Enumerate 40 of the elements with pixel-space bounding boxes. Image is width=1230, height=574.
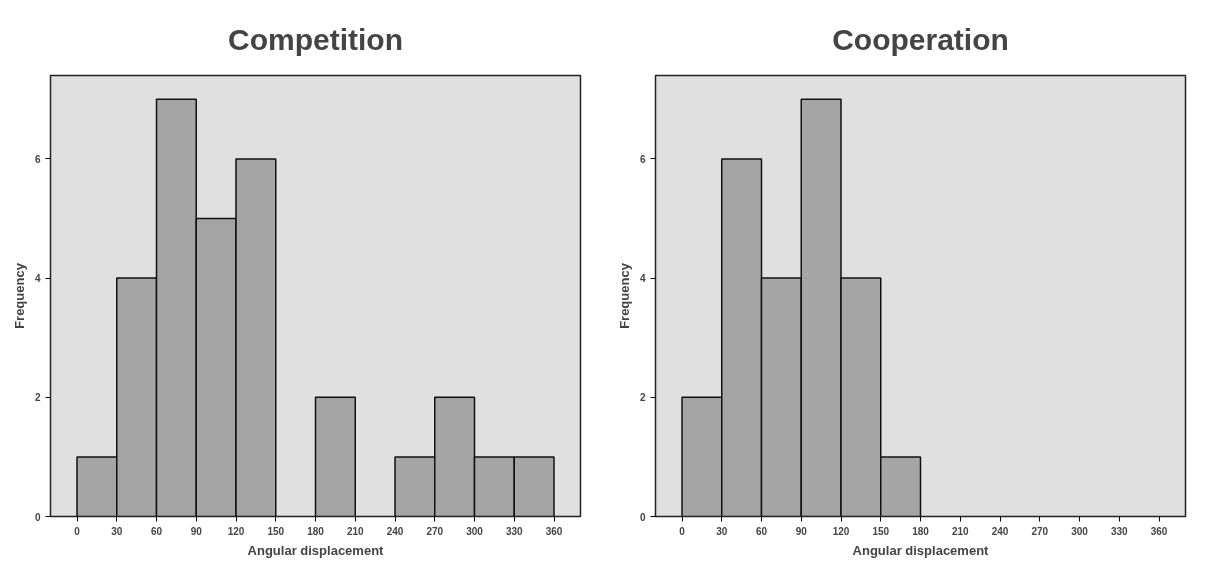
x-tick-label: 60 [755,525,768,537]
x-tick-label: 0 [679,525,686,537]
x-tick-label: 270 [1031,525,1049,537]
x-tick-label: 30 [716,525,728,537]
x-tick-label: 150 [872,525,890,537]
x-tick-label: 150 [267,525,285,537]
y-tick-label: 2 [639,392,646,404]
x-tick-label: 360 [1150,525,1168,537]
x-axis-title: Angular displacement [247,542,385,558]
x-tick-label: 330 [505,525,524,537]
x-tick-label: 300 [1071,525,1089,537]
x-tick-label: 210 [951,525,970,537]
x-tick-label: 120 [832,525,850,537]
x-tick-label: 180 [307,525,325,537]
x-tick-label: 360 [545,525,563,537]
x-tick-label: 90 [795,525,808,537]
x-tick-label: 300 [466,525,484,537]
x-tick-label: 180 [912,525,930,537]
x-tick-label: 240 [386,525,404,537]
chart-title: Cooperation [832,22,1009,56]
y-axis-title: Frequency [616,262,632,329]
x-tick-label: 120 [227,525,245,537]
x-tick-label: 330 [1110,525,1129,537]
y-tick-label: 4 [34,273,41,285]
y-tick-label: 0 [639,511,646,523]
y-tick-label: 4 [639,273,646,285]
y-tick-label: 2 [34,392,41,404]
x-tick-label: 210 [346,525,365,537]
y-axis-title: Frequency [11,262,27,329]
chart-title: Competition [228,22,403,56]
x-tick-label: 0 [74,525,81,537]
x-tick-label: 60 [150,525,163,537]
y-tick-label: 6 [34,153,41,165]
y-tick-label: 0 [34,511,41,523]
x-axis-title: Angular displacement [852,542,990,558]
y-tick-label: 6 [639,153,646,165]
x-tick-label: 90 [190,525,203,537]
x-tick-label: 270 [426,525,444,537]
x-tick-label: 30 [111,525,123,537]
x-tick-label: 240 [991,525,1009,537]
